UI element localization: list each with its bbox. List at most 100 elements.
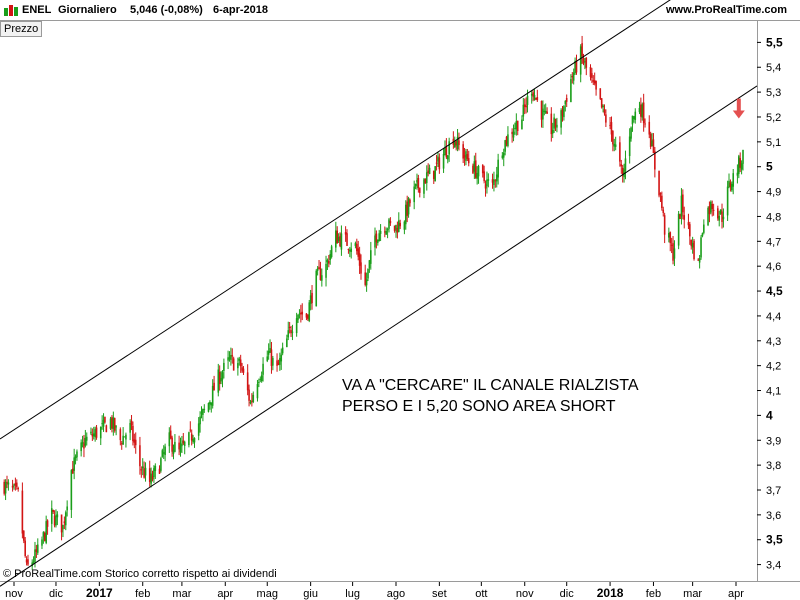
candle-body (31, 562, 33, 567)
candle-body (581, 43, 583, 57)
candle-body (610, 122, 613, 135)
candle-body (340, 233, 343, 250)
candle-body (34, 549, 36, 562)
candlestick-logo-icon (4, 5, 18, 16)
candle-body (199, 416, 201, 425)
candle-body (416, 180, 418, 183)
candle-body (109, 418, 112, 429)
x-tick-label: giu (303, 588, 318, 600)
candle-body (466, 154, 469, 159)
candle-body (563, 106, 565, 118)
candle-body (241, 367, 243, 371)
period-label: Giornaliero (58, 4, 117, 16)
x-tick-label: dic (49, 588, 64, 600)
candle-body (308, 302, 311, 321)
candle-body (591, 73, 593, 78)
candle-body (356, 243, 358, 252)
candle-body (297, 314, 299, 320)
candle-body (435, 162, 438, 164)
candle-body (673, 248, 676, 259)
candle-body (207, 403, 210, 412)
candle-body (123, 436, 126, 438)
candle-body (211, 385, 214, 406)
candle-body (321, 275, 323, 281)
y-tick-label: 5,4 (766, 62, 781, 74)
candle-body (11, 485, 14, 488)
candle-body (238, 358, 241, 361)
candle-body (438, 157, 441, 170)
candle-body (242, 368, 245, 373)
candle-body (330, 246, 333, 257)
candle-body (397, 220, 400, 232)
x-tick-label: 2018 (597, 586, 624, 600)
candle-body (210, 402, 213, 406)
candle-body (456, 136, 459, 150)
candle-body (17, 488, 19, 490)
candle-body (53, 515, 56, 526)
candle-body (465, 151, 467, 161)
candle-body (515, 121, 518, 130)
candle-body (80, 442, 82, 452)
candle-body (213, 382, 215, 391)
candle-body (497, 159, 499, 178)
y-tick-label: 3,9 (766, 435, 781, 447)
candle-body (526, 95, 529, 105)
candle-body (178, 442, 180, 450)
candle-body (522, 104, 525, 117)
candle-body (91, 434, 94, 437)
candle-body (572, 72, 575, 81)
candle-body (168, 432, 171, 447)
candle-body (35, 549, 38, 552)
candle-body (358, 253, 361, 266)
candle-body (599, 88, 602, 99)
candle-body (669, 232, 672, 244)
candle-body (56, 514, 59, 518)
candle-body (360, 262, 362, 274)
candle-body (290, 329, 292, 334)
candle-body (493, 179, 495, 186)
candle-body (640, 104, 642, 117)
candle-body (739, 158, 742, 168)
candle-body (27, 559, 29, 565)
candle-body (453, 142, 456, 148)
price-panel-label: Prezzo (0, 21, 43, 37)
candle-body (442, 154, 445, 169)
candle-body (641, 104, 644, 118)
candle-body (521, 119, 523, 130)
candle-body (232, 358, 235, 371)
candle-body (505, 136, 508, 145)
candle-body (183, 441, 186, 446)
candle-body (368, 260, 371, 269)
candle-body (542, 108, 544, 120)
candle-body (609, 124, 611, 126)
candle-body (148, 468, 151, 482)
candle-body (307, 315, 309, 319)
candle-body (628, 136, 631, 157)
candle-body (571, 76, 574, 78)
candle-body (638, 107, 641, 113)
candle-body (540, 101, 543, 120)
candle-body (46, 520, 49, 527)
candle-body (270, 349, 273, 366)
candle-body (570, 79, 572, 103)
candle-body (652, 139, 655, 154)
candle-body (130, 420, 133, 426)
candle-body (140, 469, 143, 471)
candle-body (364, 272, 367, 285)
candle-body (179, 445, 182, 453)
candle-body (687, 222, 690, 226)
candle-body (169, 430, 172, 439)
y-tick-label: 4,1 (766, 386, 781, 398)
x-tick-label: set (432, 588, 447, 600)
x-tick-label: mar (172, 588, 191, 600)
symbol-label: ENEL (22, 4, 52, 16)
candle-body (266, 356, 269, 362)
candle-body (424, 179, 427, 184)
candle-body (721, 211, 723, 222)
candle-body (612, 130, 614, 145)
candle-body (437, 156, 439, 162)
candle-body (644, 123, 646, 125)
candle-body (318, 266, 320, 270)
x-tick-label: feb (646, 588, 661, 600)
